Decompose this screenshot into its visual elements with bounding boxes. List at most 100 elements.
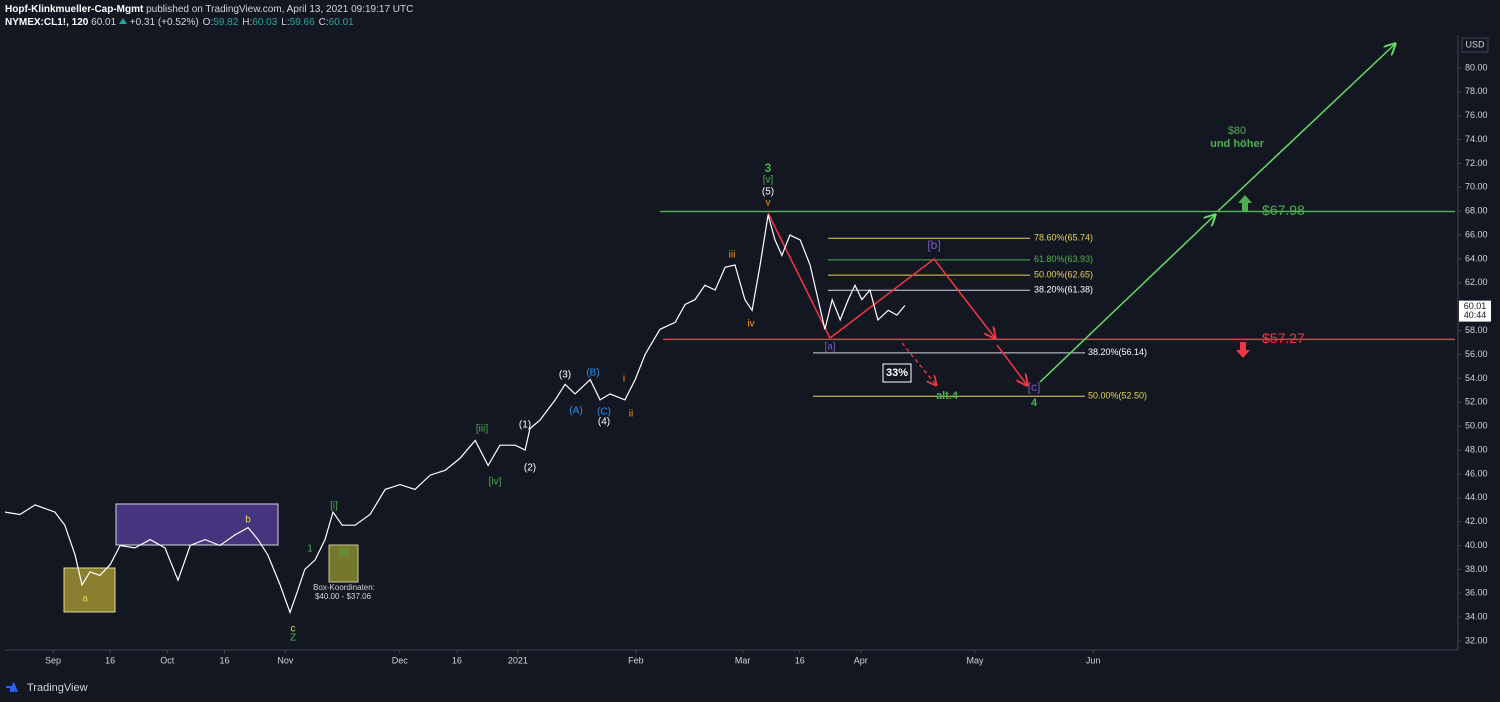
wave-label: $80 [1228,125,1246,137]
symbol: NYMEX:CL1!, 120 [5,17,89,28]
wave-label: (A) [569,406,582,417]
wave-label: 1 [307,544,313,555]
wave-label: 33% [886,367,908,379]
y-tick-label: 72.00 [1465,158,1488,168]
level-label: 50.00%(52.50) [1088,391,1147,401]
up-arrow [1238,195,1252,211]
y-tick-label: 40.00 [1465,540,1488,550]
wave-label: c [291,624,296,635]
wave-label: [a] [824,342,835,353]
ohlc-label: O: [202,17,214,28]
wave-label: [c] [1028,380,1041,394]
x-tick-label: Jun [1086,655,1101,665]
y-tick-label: 34.00 [1465,612,1488,622]
wave-label: i [623,374,625,385]
y-tick-label: 36.00 [1465,588,1488,598]
x-tick-label: Feb [628,655,644,665]
y-tick-label: 46.00 [1465,468,1488,478]
y-tick-label: 62.00 [1465,277,1488,287]
projection [1217,44,1395,212]
wave-label: iv [747,319,754,330]
last-price-box [1459,300,1491,322]
x-tick-label: 16 [795,655,805,665]
label-box [882,363,912,383]
wave-label: [b] [927,238,940,252]
level-label: 78.60%(65.74) [1034,233,1093,243]
wave-label: (2) [524,463,536,474]
header-line: NYMEX:CL1!, 120 60.01 +0.31 (+0.52%) O:59… [5,16,413,29]
y-tick-label: 44.00 [1465,492,1488,502]
branding: TradingView [27,682,88,694]
wave-label: (C) [597,407,611,418]
y-tick-label: 52.00 [1465,397,1488,407]
wave-label: (4) [598,417,610,428]
projection [829,257,995,338]
y-tick-label: 48.00 [1465,444,1488,454]
x-tick-label: Sep [45,655,61,665]
wave-box [63,567,116,613]
ohlc-value: 60.01 [328,17,354,28]
ohlc-value: 59.82 [213,17,239,28]
wave-label: $40.00 - $37.06 [315,592,372,601]
wave-box [328,544,359,583]
y-tick-label: 78.00 [1465,86,1488,96]
y-tick-label: 58.00 [1465,325,1488,335]
wave-label: [ii] [339,548,349,559]
wave-label: Box-Koordinaten: [313,583,375,592]
ohlc-label: H: [242,17,253,28]
change: +0.31 (+0.52%) [129,17,199,28]
y-tick-label: 42.00 [1465,516,1488,526]
price: 60.01 [91,17,117,28]
header: Hopf-Klinkmueller-Cap-Mgmt published on … [5,3,413,29]
wave-label: 4 [1031,397,1038,409]
y-tick-label: 50.00 [1465,421,1488,431]
wave-label: (3) [559,370,571,381]
wave-label: 3 [765,161,772,175]
wave-label: [i] [330,501,338,512]
level-label: $57.27 [1262,330,1305,346]
published: published on TradingView.com, April 13, … [146,4,414,15]
projection [996,344,1027,385]
projection [767,212,831,339]
publisher: Hopf-Klinkmueller-Cap-Mgmt [5,4,144,15]
ohlc: O:59.82 H:60.03 L:59.66 C:60.01 [199,17,354,28]
projection [901,342,936,385]
y-tick-label: 38.00 [1465,564,1488,574]
wave-label: iii [729,250,736,261]
x-tick-label: May [967,655,985,665]
x-tick-label: 16 [105,655,115,665]
y-tick-label: 54.00 [1465,373,1488,383]
x-tick-label: Oct [160,655,175,665]
last-price: 60.01 [1464,301,1487,311]
wave-label: [iv] [489,477,502,488]
x-tick-label: Mar [735,655,751,665]
y-tick-label: 68.00 [1465,206,1488,216]
y-tick-label: 74.00 [1465,134,1488,144]
up-icon [118,18,127,24]
y-tick-label: 70.00 [1465,182,1488,192]
x-tick-label: 16 [452,655,462,665]
x-tick-label: Nov [277,655,294,665]
wave-label: alt.4 [936,390,959,402]
wave-box [115,503,279,546]
down-arrow [1236,342,1250,358]
y-tick-label: 64.00 [1465,253,1488,263]
x-tick-label: Apr [854,655,868,665]
countdown: 40:44 [1464,310,1487,320]
level-label: 38.20%(56.14) [1088,347,1147,357]
wave-label: [iii] [476,424,488,435]
x-tick-label: 16 [219,655,229,665]
logo [6,682,18,692]
currency-box [1461,37,1489,53]
y-tick-label: 56.00 [1465,349,1488,359]
x-tick-label: 2021 [508,655,528,665]
wave-label: (B) [586,368,599,379]
wave-label: und höher [1210,138,1264,150]
wave-label: Z [290,633,296,644]
ohlc-value: 59.66 [289,17,315,28]
wave-label: a [82,594,88,605]
wave-label: b [245,515,251,526]
ohlc-value: 60.03 [252,17,278,28]
